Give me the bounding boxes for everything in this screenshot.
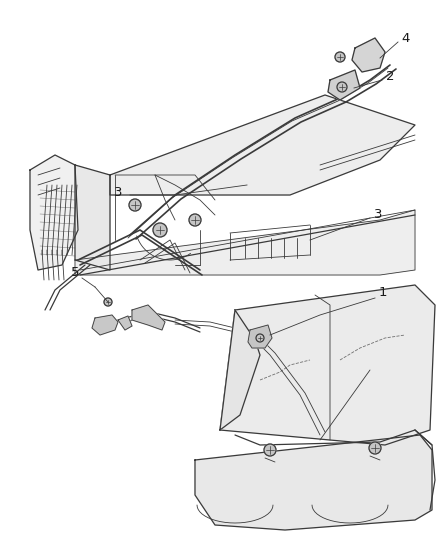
Polygon shape — [110, 95, 415, 195]
Text: 5: 5 — [71, 266, 79, 279]
Polygon shape — [118, 316, 132, 330]
Polygon shape — [248, 325, 272, 348]
Text: 3: 3 — [374, 208, 382, 222]
Polygon shape — [75, 210, 415, 275]
Circle shape — [129, 199, 141, 211]
Polygon shape — [30, 155, 78, 270]
Circle shape — [153, 223, 167, 237]
Polygon shape — [75, 165, 110, 270]
Text: 4: 4 — [402, 31, 410, 44]
Circle shape — [335, 52, 345, 62]
Polygon shape — [195, 435, 432, 530]
Polygon shape — [132, 305, 165, 330]
Polygon shape — [220, 285, 435, 445]
Circle shape — [104, 298, 112, 306]
Polygon shape — [328, 70, 360, 100]
Polygon shape — [220, 310, 260, 430]
Circle shape — [264, 444, 276, 456]
Text: 1: 1 — [379, 287, 387, 300]
Circle shape — [189, 214, 201, 226]
Circle shape — [256, 334, 264, 342]
Polygon shape — [92, 315, 118, 335]
Polygon shape — [352, 38, 385, 72]
Circle shape — [337, 82, 347, 92]
Text: 3: 3 — [114, 187, 122, 199]
Text: 2: 2 — [386, 70, 394, 84]
Circle shape — [369, 442, 381, 454]
